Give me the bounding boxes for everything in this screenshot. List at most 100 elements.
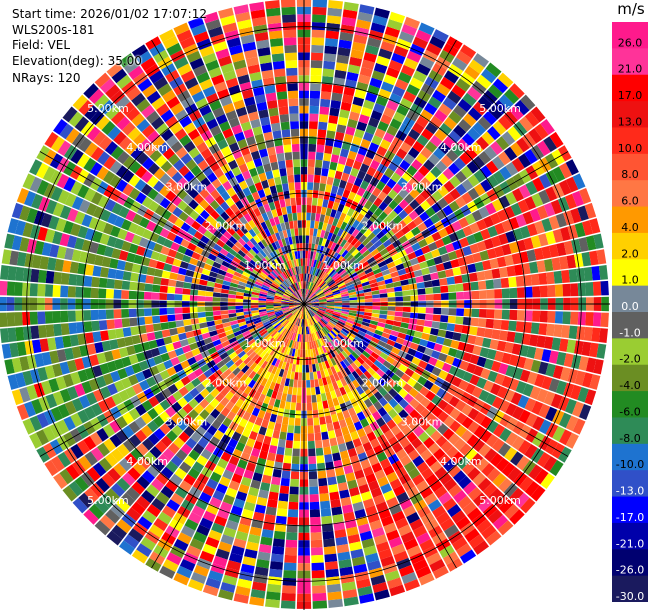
- velocity-gate: [188, 398, 199, 409]
- colorbar-tick-label: 4.0: [621, 221, 639, 234]
- velocity-gate: [160, 160, 173, 173]
- velocity-gate: [132, 383, 143, 395]
- velocity-gate: [84, 406, 96, 420]
- velocity-gate: [426, 552, 442, 566]
- velocity-gate: [442, 167, 455, 180]
- velocity-gate: [404, 404, 415, 415]
- velocity-gate: [395, 431, 406, 442]
- velocity-gate: [294, 349, 298, 357]
- velocity-gate: [459, 237, 470, 248]
- velocity-gate: [418, 360, 428, 370]
- velocity-gate: [71, 196, 84, 210]
- velocity-gate: [517, 199, 530, 213]
- velocity-gate: [193, 64, 208, 77]
- velocity-gate: [377, 476, 389, 487]
- velocity-gate: [498, 498, 514, 514]
- velocity-gate: [585, 312, 594, 326]
- velocity-gate: [115, 416, 128, 429]
- velocity-gate: [267, 253, 274, 262]
- velocity-gate: [309, 318, 313, 326]
- velocity-gate: [318, 279, 324, 287]
- velocity-gate: [290, 324, 296, 333]
- velocity-gate: [345, 472, 356, 482]
- velocity-gate: [341, 295, 350, 299]
- velocity-gate: [15, 372, 26, 388]
- velocity-gate: [261, 239, 268, 248]
- velocity-gate: [359, 225, 369, 235]
- velocity-gate: [305, 319, 307, 327]
- velocity-gate: [312, 316, 317, 324]
- velocity-gate: [66, 359, 78, 373]
- velocity-gate: [212, 310, 221, 316]
- velocity-gate: [251, 407, 260, 417]
- velocity-gate: [352, 160, 362, 170]
- velocity-gate: [343, 133, 354, 143]
- velocity-gate: [276, 152, 285, 162]
- velocity-gate: [322, 68, 335, 78]
- velocity-gate: [325, 38, 339, 47]
- velocity-gate: [170, 183, 182, 195]
- velocity-gate: [150, 347, 161, 358]
- velocity-gate: [169, 473, 183, 486]
- velocity-gate: [228, 455, 240, 466]
- velocity-gate: [329, 491, 340, 501]
- velocity-gate: [330, 260, 337, 268]
- velocity-gate: [318, 298, 327, 302]
- velocity-gate: [326, 422, 334, 432]
- velocity-gate: [159, 293, 168, 300]
- velocity-gate: [323, 53, 337, 62]
- velocity-gate: [326, 298, 335, 301]
- velocity-gate: [311, 299, 319, 303]
- velocity-gate: [436, 209, 447, 220]
- colorbar-tick-label: 26.0: [618, 36, 643, 49]
- velocity-gate: [545, 406, 558, 422]
- velocity-gate: [249, 341, 258, 349]
- velocity-gate: [22, 222, 34, 238]
- velocity-gate: [330, 154, 340, 163]
- velocity-gate: [513, 121, 528, 137]
- velocity-gate: [152, 136, 165, 149]
- velocity-gate: [323, 446, 332, 456]
- velocity-gate: [258, 393, 266, 403]
- velocity-gate: [310, 379, 315, 388]
- velocity-gate: [128, 222, 139, 234]
- velocity-gate: [598, 265, 608, 280]
- velocity-gate: [334, 325, 342, 332]
- velocity-gate: [341, 293, 349, 297]
- velocity-gate: [409, 342, 419, 351]
- velocity-gate: [121, 121, 136, 136]
- velocity-gate: [267, 421, 276, 430]
- velocity-gate: [111, 248, 122, 259]
- velocity-gate: [243, 469, 254, 480]
- velocity-gate: [398, 31, 415, 44]
- velocity-gate: [469, 272, 478, 282]
- velocity-gate: [333, 295, 342, 299]
- velocity-gate: [202, 485, 215, 497]
- velocity-gate: [439, 122, 453, 136]
- velocity-gate: [189, 538, 205, 551]
- velocity-gate: [556, 351, 567, 366]
- velocity-gate: [222, 180, 232, 191]
- velocity-gate: [332, 314, 340, 319]
- velocity-gate: [323, 546, 337, 555]
- velocity-gate: [282, 183, 289, 192]
- velocity-gate: [216, 239, 226, 248]
- velocity-gate: [206, 503, 219, 516]
- velocity-gate: [281, 281, 289, 289]
- velocity-gate: [298, 326, 301, 335]
- velocity-gate: [337, 551, 351, 561]
- velocity-gate: [119, 53, 135, 68]
- velocity-gate: [224, 152, 235, 164]
- velocity-gate: [396, 104, 409, 117]
- velocity-gate: [433, 448, 446, 461]
- velocity-gate: [272, 60, 285, 70]
- velocity-gate: [325, 223, 332, 233]
- velocity-gate: [467, 187, 480, 200]
- velocity-gate: [422, 326, 432, 334]
- velocity-gate: [312, 0, 328, 8]
- velocity-gate: [220, 397, 230, 407]
- velocity-gate: [307, 310, 312, 318]
- velocity-gate: [116, 477, 131, 492]
- velocity-gate: [371, 70, 385, 81]
- velocity-gate: [440, 440, 453, 453]
